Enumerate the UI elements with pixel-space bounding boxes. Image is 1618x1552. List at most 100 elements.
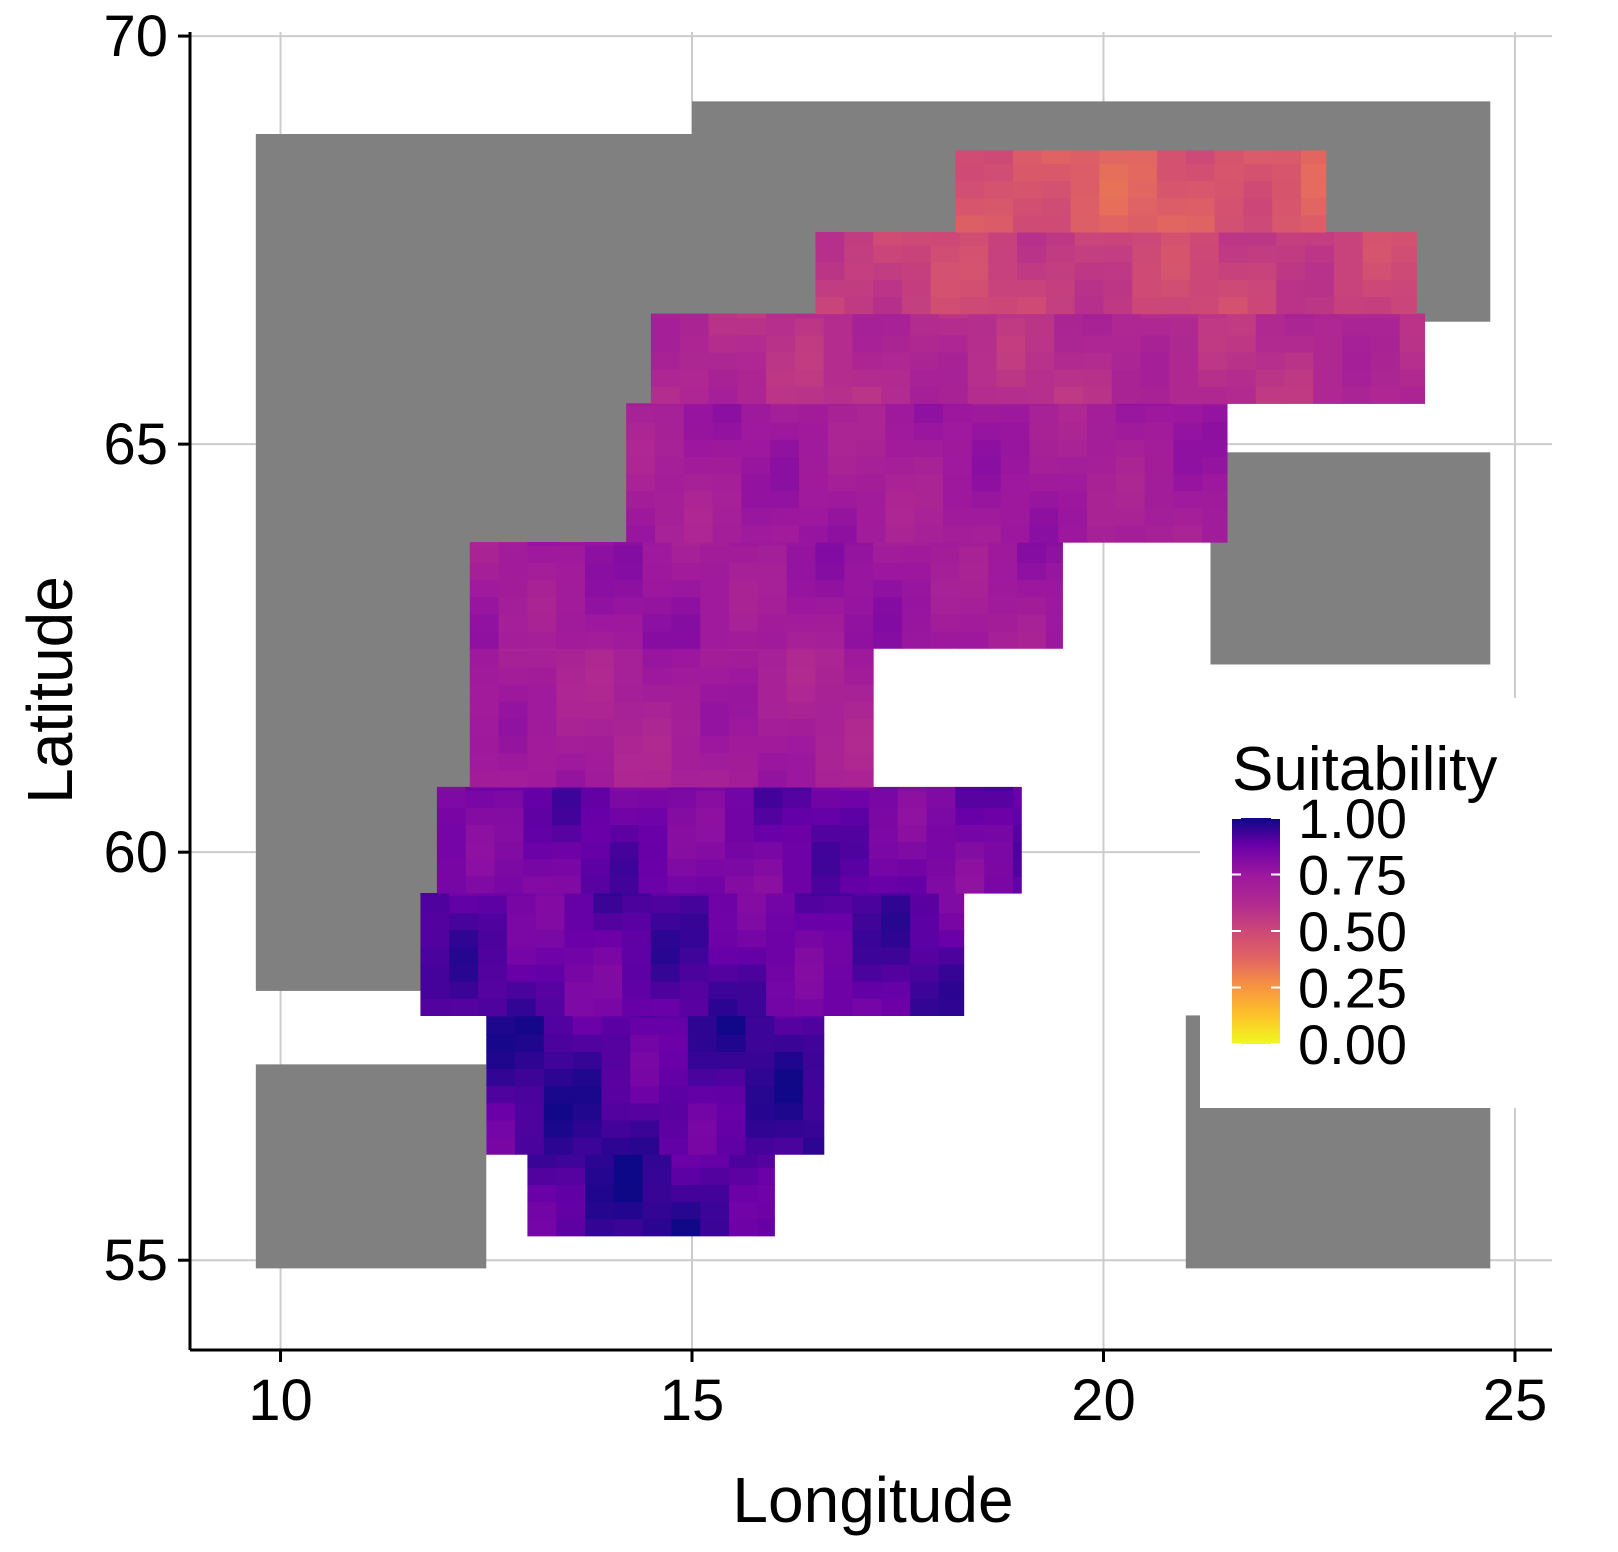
suitability-cell — [729, 666, 759, 685]
suitability-cell — [988, 562, 1018, 581]
suitability-cell — [938, 946, 965, 965]
suitability-cell — [984, 150, 1014, 164]
suitability-cell — [498, 684, 529, 702]
suitability-cell — [1272, 214, 1302, 233]
suitability-cell — [1313, 386, 1343, 404]
suitability-cell — [1173, 507, 1203, 526]
suitability-cell — [910, 981, 940, 999]
suitability-cell — [1284, 317, 1314, 336]
suitability-cell — [556, 666, 586, 685]
suitability-cell — [901, 231, 932, 246]
suitability-cell — [881, 895, 911, 914]
suitability-cell — [959, 545, 989, 564]
suitability-cell — [1115, 524, 1146, 543]
suitability-cell — [1173, 404, 1203, 423]
suitability-cell — [449, 981, 479, 999]
suitability-cell — [873, 631, 903, 649]
suitability-cell — [523, 875, 553, 894]
suitability-cell — [700, 1167, 730, 1185]
suitability-cell — [753, 875, 784, 894]
suitability-cell — [613, 684, 644, 702]
suitability-cell — [1000, 403, 1031, 406]
suitability-cell — [535, 963, 566, 982]
suitability-cell — [815, 735, 845, 754]
suitability-cell — [827, 473, 858, 492]
suitability-cell — [827, 439, 858, 457]
suitability-cell — [671, 1184, 701, 1203]
suitability-cell — [1198, 351, 1228, 370]
suitability-cell — [420, 912, 450, 931]
suitability-cell — [654, 439, 685, 457]
suitability-cell — [901, 542, 932, 546]
suitability-cell — [700, 684, 730, 702]
suitability-cell — [823, 386, 854, 404]
suitability-cell — [757, 684, 788, 702]
suitability-cell — [840, 807, 870, 826]
suitability-cell — [786, 666, 817, 685]
suitability-cell — [1087, 524, 1117, 543]
suitability-cell — [486, 1136, 516, 1155]
suitability-cell — [683, 403, 714, 406]
suitability-cell — [679, 946, 710, 965]
suitability-cell — [465, 824, 496, 843]
suitability-cell — [786, 649, 817, 668]
suitability-cell — [523, 786, 553, 791]
suitability-cell — [786, 579, 817, 598]
suitability-cell — [823, 369, 854, 387]
suitability-cell — [988, 596, 1018, 615]
suitability-cell — [1370, 386, 1401, 404]
suitability-cell — [626, 439, 656, 457]
suitability-cell — [737, 946, 767, 965]
suitability-cell — [626, 490, 656, 509]
suitability-cell — [716, 1085, 747, 1104]
suitability-cell — [700, 562, 730, 581]
suitability-cell — [766, 351, 796, 370]
suitability-cell — [420, 892, 450, 897]
suitability-cell — [827, 422, 858, 440]
suitability-cell — [901, 631, 932, 649]
suitability-cell — [729, 1154, 759, 1168]
suitability-cell — [1115, 422, 1146, 440]
suitability-cell — [494, 807, 524, 826]
suitability-cell — [914, 473, 944, 492]
suitability-cell — [630, 1085, 660, 1104]
suitability-cell — [1173, 439, 1203, 457]
suitability-cell — [650, 317, 681, 336]
suitability-cell — [943, 456, 973, 475]
suitability-cell — [757, 752, 788, 771]
suitability-cell — [601, 1017, 631, 1035]
suitability-cell — [753, 824, 784, 843]
suitability-cell — [757, 613, 788, 632]
suitability-cell — [1054, 386, 1084, 404]
suitability-cell — [642, 631, 673, 649]
suitability-cell — [1087, 422, 1117, 440]
suitability-cell — [873, 296, 903, 315]
suitability-cell — [729, 701, 759, 719]
suitability-cell — [535, 981, 566, 999]
suitability-cell — [1243, 163, 1273, 182]
suitability-cell — [745, 1015, 775, 1018]
suitability-cell — [469, 752, 500, 771]
suitability-cell — [996, 334, 1026, 353]
suitability-cell — [988, 631, 1018, 649]
suitability-cell — [901, 545, 932, 564]
suitability-cell — [1313, 317, 1343, 336]
suitability-cell — [757, 649, 788, 668]
suitability-cell — [1115, 473, 1146, 492]
suitability-cell — [700, 666, 730, 685]
suitability-cell — [815, 262, 845, 280]
suitability-cell — [1012, 790, 1022, 808]
suitability-cell — [1140, 369, 1170, 387]
suitability-cell — [1115, 403, 1146, 406]
suitability-cell — [465, 841, 496, 860]
suitability-cell — [881, 317, 911, 336]
suitability-cell — [901, 579, 932, 598]
suitability-cell — [844, 666, 874, 685]
suitability-cell — [811, 875, 841, 894]
suitability-cell — [885, 403, 915, 406]
suitability-cell — [1305, 279, 1335, 298]
suitability-cell — [1391, 245, 1417, 263]
suitability-cell — [885, 404, 915, 423]
suitability-cell — [823, 317, 854, 336]
suitability-cell — [844, 649, 874, 668]
